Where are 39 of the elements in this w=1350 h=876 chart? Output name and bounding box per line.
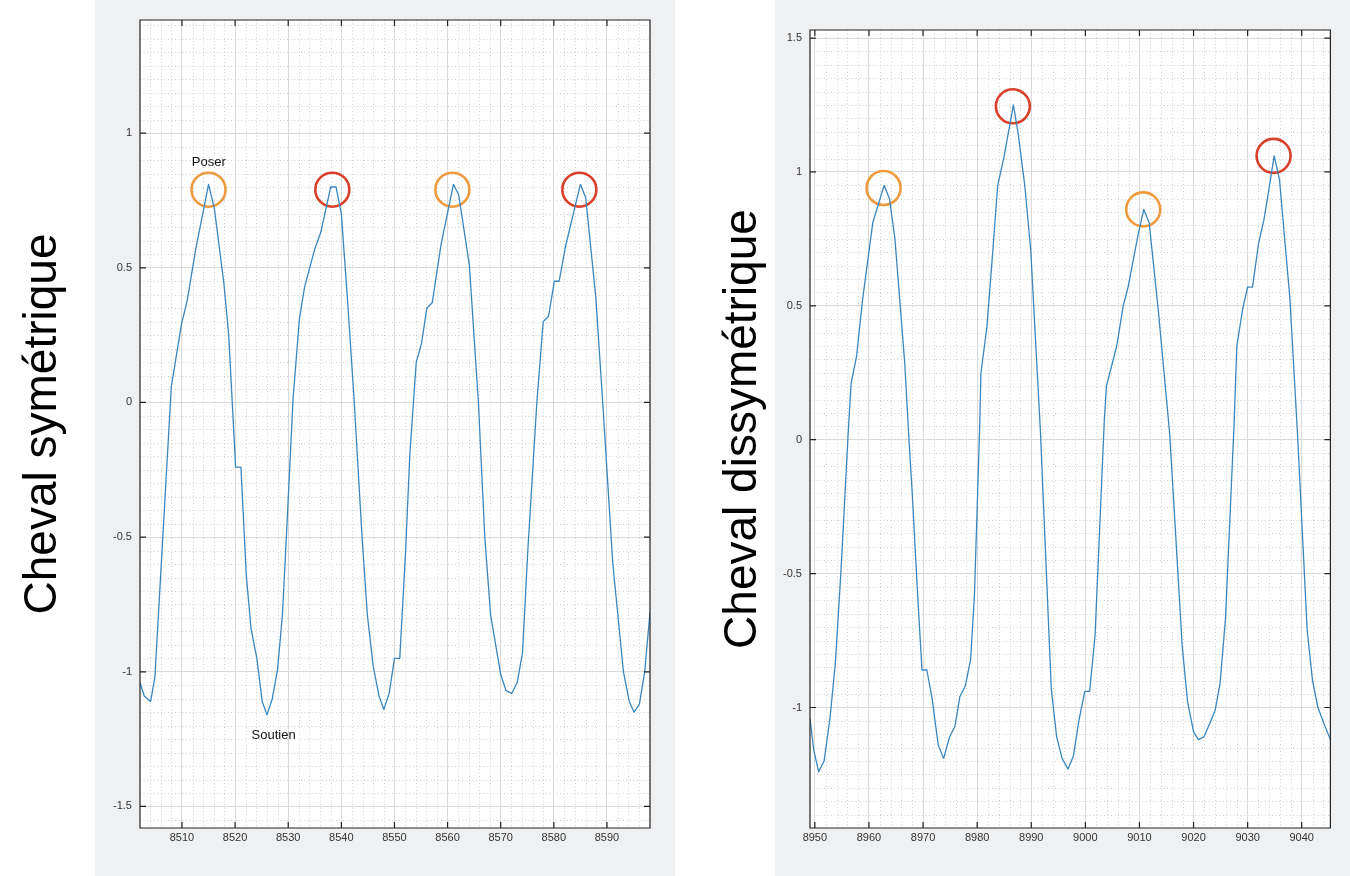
x-tick-label: 8530 bbox=[275, 830, 301, 843]
annotation: Soutien bbox=[251, 727, 296, 743]
y-tick-label: -1 bbox=[792, 700, 802, 713]
point bbox=[1124, 191, 1162, 228]
x-tick-label: 8540 bbox=[329, 830, 354, 843]
y-tick-label: 0.5 bbox=[786, 298, 802, 311]
x-tick-label: 8580 bbox=[541, 830, 567, 843]
x-tick-label: 8990 bbox=[1019, 830, 1044, 843]
x-tick-label: 9040 bbox=[1289, 830, 1314, 843]
x-tick-label: 8980 bbox=[964, 830, 990, 843]
x-tick-label: 8570 bbox=[488, 830, 513, 843]
y-axis-title: Cheval symétrique bbox=[14, 233, 67, 615]
point bbox=[994, 88, 1032, 125]
x-tick-label: 8510 bbox=[169, 830, 195, 843]
x-tick-label: 8560 bbox=[435, 830, 460, 843]
x-tick-label: 8970 bbox=[910, 830, 936, 843]
y-tick-label: -0.5 bbox=[113, 530, 132, 543]
annotation: Poser bbox=[191, 153, 227, 169]
y-tick-label: 1 bbox=[795, 164, 802, 177]
y-tick-label: 1.5 bbox=[786, 31, 802, 44]
y-tick-label: -1.5 bbox=[113, 799, 132, 812]
y-tick-label: 1 bbox=[125, 126, 132, 139]
point bbox=[1255, 137, 1292, 175]
y-tick-label: -0.5 bbox=[783, 566, 802, 579]
x-tick-label: 8960 bbox=[856, 830, 882, 843]
y-tick-label: 0 bbox=[795, 432, 802, 445]
x-tick-label: 8590 bbox=[594, 830, 620, 843]
y-tick-label: 0 bbox=[125, 395, 132, 408]
x-tick-label: 9020 bbox=[1181, 830, 1206, 843]
x-tick-label: 8520 bbox=[222, 830, 248, 843]
x-tick-label: 8550 bbox=[382, 830, 407, 843]
x-tick-label: 9010 bbox=[1127, 830, 1152, 843]
x-tick-label: 8950 bbox=[802, 830, 828, 843]
y-tick-label: -1 bbox=[122, 664, 132, 677]
point bbox=[865, 169, 902, 207]
x-tick-label: 9030 bbox=[1235, 830, 1260, 843]
x-tick-label: 9000 bbox=[1073, 830, 1098, 843]
y-axis-title: Cheval dissymétrique bbox=[714, 209, 767, 649]
y-tick-label: 0.5 bbox=[116, 260, 132, 273]
